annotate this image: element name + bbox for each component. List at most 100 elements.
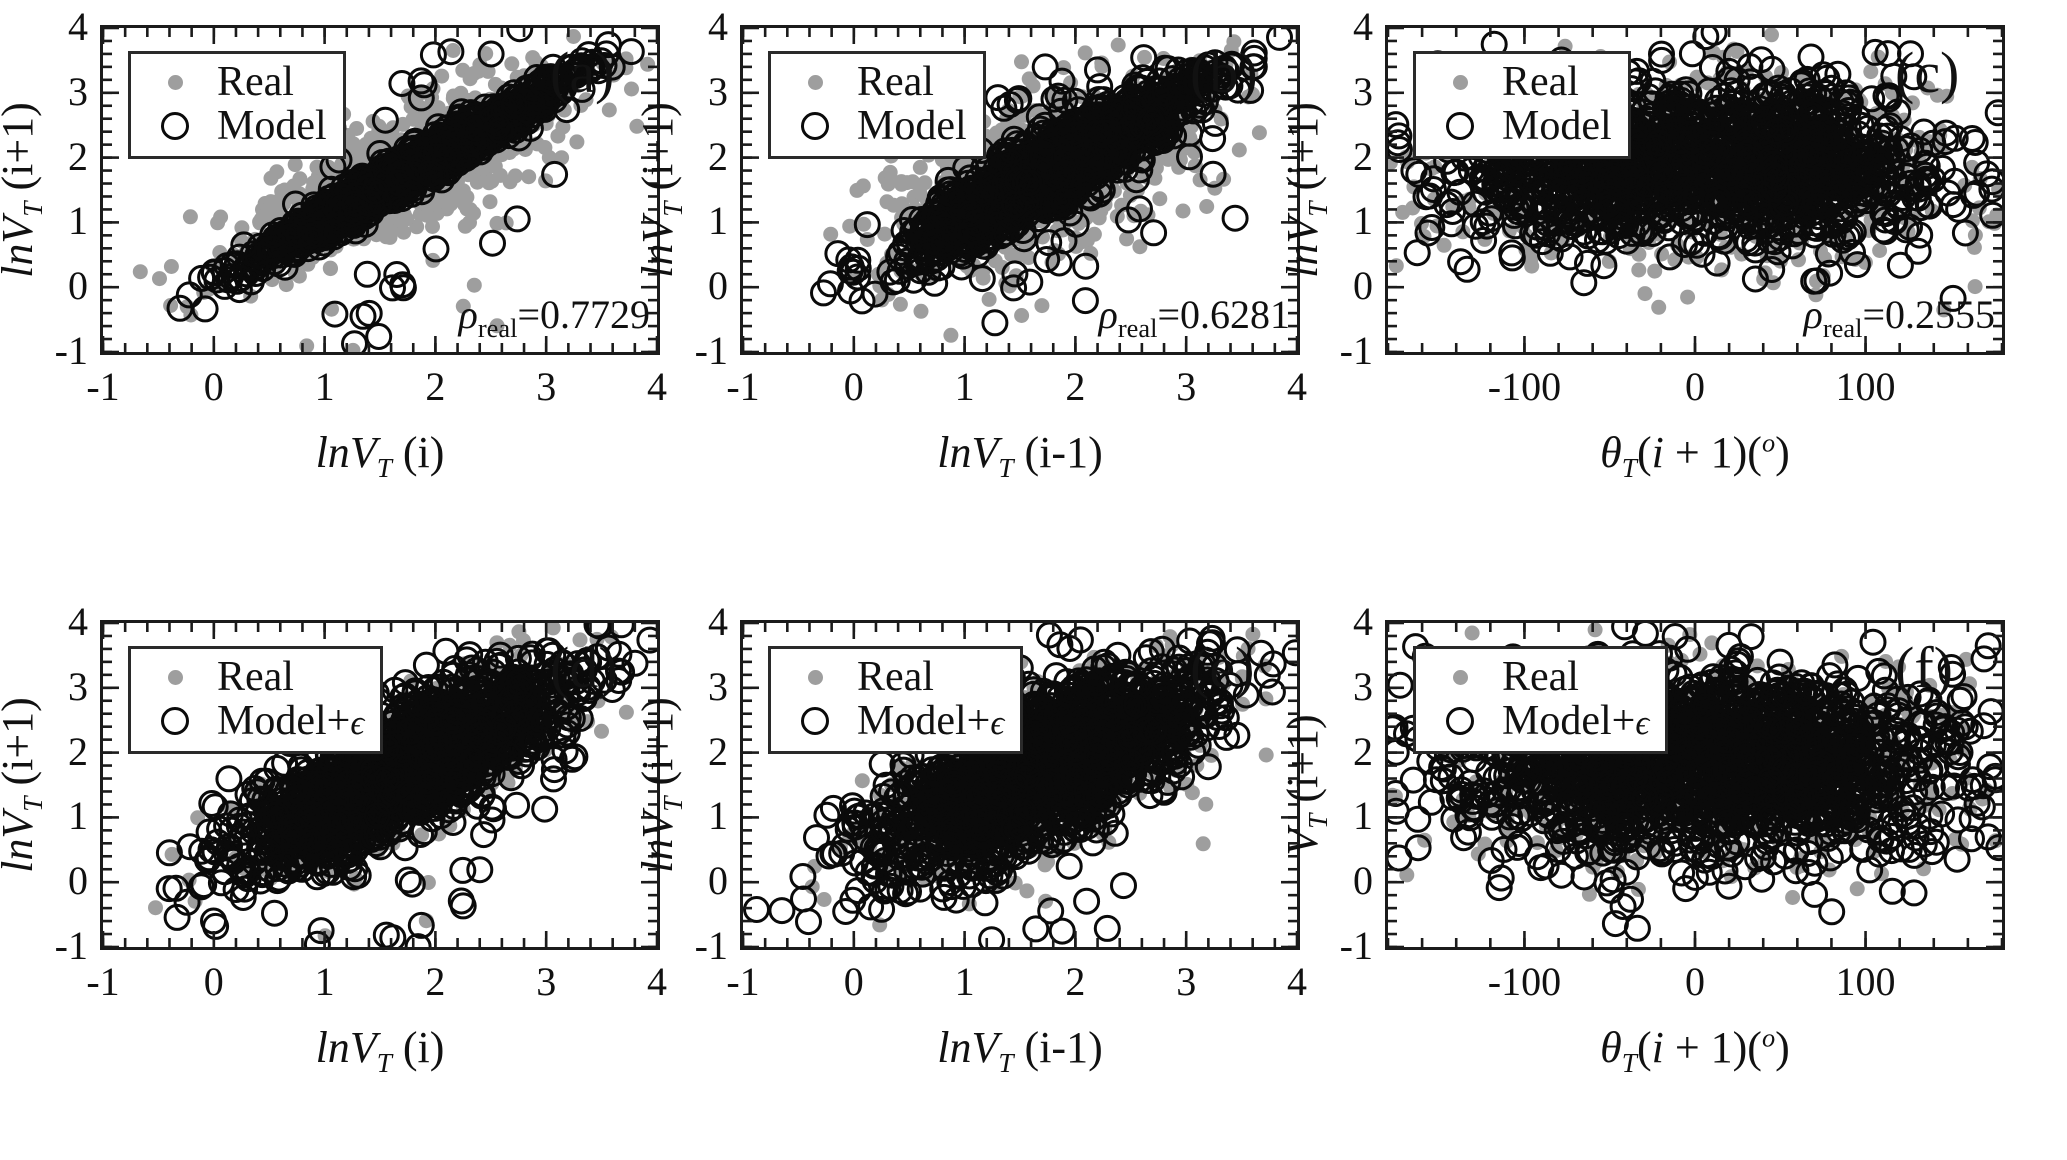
legend-marker-model-b [783,112,847,140]
ytick-label-e-1: 0 [708,858,728,904]
panel-letter-c: (c) [1895,40,1960,105]
real-dot-icon [1452,74,1468,90]
yaxis-label-a: lnVT (i+1) [0,102,48,278]
xtick-label-d-1: 0 [203,959,224,1004]
xtick-label-b-2: 1 [954,364,975,409]
panel-letter-b: (b) [1190,40,1258,105]
plot-area-d [100,620,660,950]
scatter-layer-e [743,623,1297,947]
xtick-label-e-2: 1 [954,959,975,1004]
legend-marker-model-e [783,707,847,735]
ytick-label-a-4: 3 [68,68,88,114]
legend-entry-f-0: Real [1428,654,1649,700]
model-circle-icon [1446,112,1474,140]
legend-label-f-0: Real [1502,654,1579,700]
xtick-label-e-1: 0 [843,959,864,1004]
rho-annotation-b: ρreal=0.6281 [1098,292,1290,343]
xtick-label-d-4: 3 [536,959,557,1004]
ytick-label-b-5: 4 [708,4,728,49]
legend-entry-e-0: Real [783,654,1004,700]
model-circle-icon [801,707,829,735]
xtick-label-a-2: 1 [314,364,335,409]
xaxis-label-c: θT(i + 1)(o) [1600,427,1790,483]
legend-label-a-1: Model [217,103,327,149]
real-dot-icon [807,74,823,90]
legend-label-b-0: Real [857,59,934,105]
legend-marker-real-a [143,74,207,90]
legend-entry-b-0: Real [783,59,967,105]
ytick-label-d-5: 4 [68,599,88,644]
legend-entry-c-0: Real [1428,59,1612,105]
legend-label-f-1: Model+ϵ [1502,698,1650,744]
legend-a: Real Model [128,51,346,159]
legend-label-b-1: Model [857,103,967,149]
xtick-label-a-5: 4 [647,364,667,409]
ytick-label-d-0: -1 [54,923,88,968]
legend-label-e-0: Real [857,654,934,700]
ytick-label-c-1: 0 [1353,263,1373,309]
xtick-label-f-1: 0 [1685,959,1705,1004]
xtick-label-c-0: -100 [1487,364,1562,409]
ytick-label-b-4: 3 [708,68,728,114]
ytick-label-d-2: 1 [68,793,88,839]
legend-marker-model-c [1428,112,1492,140]
series-model-b [810,28,1293,337]
ytick-label-a-3: 2 [68,133,88,179]
scatter-layer-a [132,28,656,352]
ytick-label-c-5: 4 [1353,4,1373,49]
ytick-label-b-2: 1 [708,198,728,244]
ytick-label-d-4: 3 [68,663,88,709]
model-circle-icon [1446,707,1474,735]
ytick-label-c-3: 2 [1353,133,1373,179]
model-circle-icon [161,707,189,735]
xtick-label-c-1: 0 [1685,364,1705,409]
panel-letter-f: (f) [1895,635,1953,700]
xtick-label-a-0: -1 [86,364,120,409]
xtick-label-a-4: 3 [536,364,557,409]
ytick-label-e-4: 3 [708,663,728,709]
legend-c: Real Model [1413,51,1631,159]
ytick-label-f-4: 3 [1353,663,1373,709]
yaxis-label-e: lnVT (i+1) [633,697,688,873]
legend-b: Real Model [768,51,986,159]
ytick-label-e-2: 1 [708,793,728,839]
ytick-label-b-3: 2 [708,133,728,179]
ytick-label-c-2: 1 [1353,198,1373,244]
legend-marker-model-a [143,112,207,140]
ytick-label-f-1: 0 [1353,858,1373,904]
plot-area-a [100,25,660,355]
legend-entry-f-1: Model+ϵ [1428,698,1650,744]
legend-label-d-1: Model+ϵ [217,698,365,744]
ytick-label-e-0: -1 [694,923,728,968]
ytick-label-c-0: -1 [1339,328,1373,373]
panel-letter-e: (e) [1190,635,1255,700]
model-circle-icon [161,112,189,140]
ytick-label-f-5: 4 [1353,599,1373,644]
xtick-label-e-4: 3 [1176,959,1197,1004]
scatter-layer-d [148,623,657,947]
ytick-label-d-3: 2 [68,728,88,774]
ytick-label-f-3: 2 [1353,728,1373,774]
ytick-label-a-1: 0 [68,263,88,309]
xaxis-label-e: lnVT (i-1) [937,1023,1103,1078]
real-dot-icon [167,74,183,90]
ytick-label-e-3: 2 [708,728,728,774]
legend-entry-d-0: Real [143,654,364,700]
rho-annotation-c: ρreal=0.2555 [1803,292,1995,343]
xaxis-label-f: θT(i + 1)(o) [1600,1022,1790,1078]
ytick-label-f-2: 1 [1353,793,1373,839]
xtick-label-e-0: -1 [726,959,760,1004]
legend-entry-c-1: Model [1428,103,1612,149]
xaxis-label-a: lnVT (i) [315,428,445,483]
legend-d: Real Model+ϵ [128,646,384,754]
ytick-label-b-1: 0 [708,263,728,309]
legend-marker-real-f [1428,669,1492,685]
legend-label-d-0: Real [217,654,294,700]
xtick-label-b-1: 0 [843,364,864,409]
xtick-label-d-5: 4 [647,959,667,1004]
legend-label-e-1: Model+ϵ [857,698,1005,744]
legend-entry-b-1: Model [783,103,967,149]
ytick-label-a-2: 1 [68,198,88,244]
legend-label-c-0: Real [1502,59,1579,105]
legend-marker-real-b [783,74,847,90]
